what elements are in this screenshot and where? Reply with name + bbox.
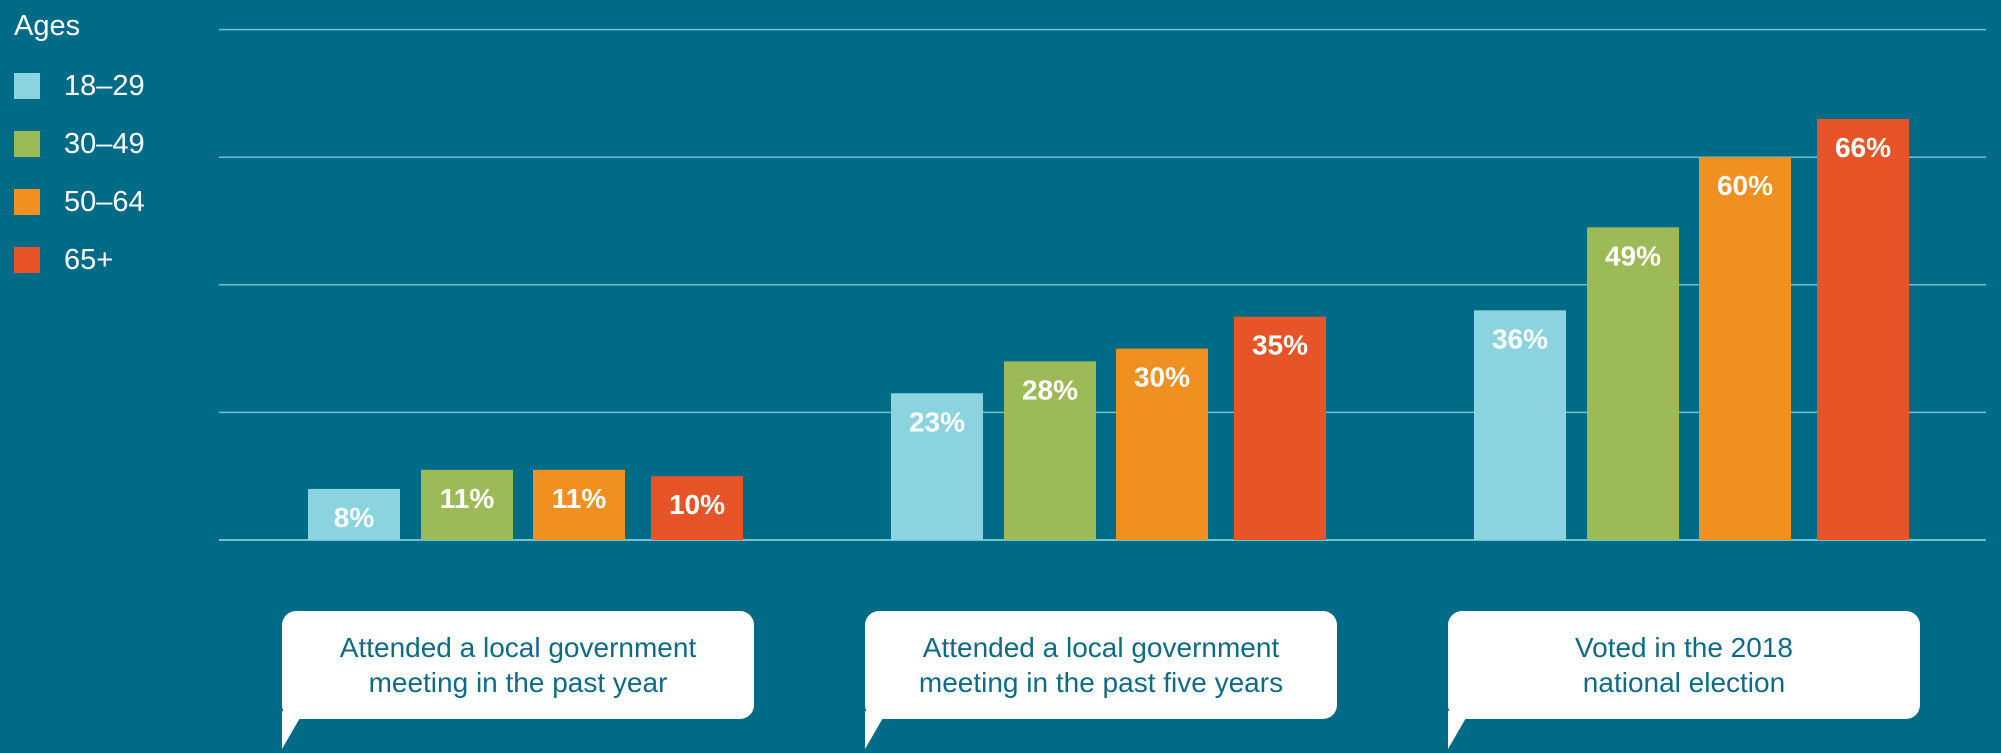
category-label: Attended a local government meeting in t…: [339, 632, 697, 698]
bar: [1474, 310, 1566, 540]
bar: [1699, 157, 1791, 540]
legend-label: 50–64: [64, 185, 145, 218]
bar-chart: 8% 11% 11% 10% 23% 28% 30% 35% 36% 49% 60% 66%: [219, 28, 1986, 541]
legend-title: Ages: [14, 10, 81, 42]
bubble-box: Attended a local government meeting in t…: [865, 611, 1337, 719]
bar-value-label: 11%: [552, 483, 607, 514]
legend-swatch: [14, 247, 40, 273]
bubble-tail: [865, 711, 887, 749]
category-label: Attended a local government meeting in t…: [918, 632, 1284, 698]
legend: Ages 18–29 30–49 50–64 65+: [14, 10, 145, 289]
legend-swatch: [14, 131, 40, 157]
legend-item: 50–64: [14, 173, 145, 231]
bar: [421, 469, 513, 540]
bar-value-label: 23%: [909, 406, 965, 437]
bar: [891, 393, 983, 540]
bubble-box: Attended a local government meeting in t…: [282, 611, 754, 719]
bar-value-label: 35%: [1252, 330, 1308, 361]
legend-label: 18–29: [64, 69, 145, 102]
bubble-tail: [282, 711, 304, 749]
category-bubble: Voted in the 2018 national election: [1448, 611, 1920, 749]
legend-item: 65+: [14, 231, 145, 289]
bubble-tail: [1448, 711, 1470, 749]
bar-value-label: 8%: [334, 502, 375, 533]
bar-value-label: 11%: [440, 483, 495, 514]
category-label: Voted in the 2018 national election: [1575, 632, 1793, 698]
bar: [1234, 316, 1326, 540]
category-bubble: Attended a local government meeting in t…: [865, 611, 1337, 749]
legend-label: 30–49: [64, 127, 145, 160]
bar-value-label: 36%: [1492, 323, 1548, 354]
bar: [1004, 361, 1096, 540]
category-bubble: Attended a local government meeting in t…: [282, 611, 754, 749]
bar: [651, 476, 743, 540]
legend-swatch: [14, 73, 40, 99]
bar-value-label: 66%: [1835, 132, 1891, 163]
bar: [308, 488, 400, 540]
legend-item: 18–29: [14, 57, 145, 115]
legend-label: 65+: [64, 243, 114, 276]
bar: [1817, 118, 1909, 541]
legend-swatch: [14, 189, 40, 215]
bar: [533, 469, 625, 540]
bar-value-label: 49%: [1605, 240, 1661, 271]
bubble-box: Voted in the 2018 national election: [1448, 611, 1920, 719]
bar: [1587, 227, 1679, 540]
bar-value-label: 60%: [1717, 170, 1773, 201]
bar-value-label: 30%: [1134, 362, 1190, 393]
bar-value-label: 28%: [1022, 374, 1078, 405]
legend-item: 30–49: [14, 115, 145, 173]
bar-value-label: 10%: [669, 489, 725, 520]
bar: [1116, 348, 1208, 540]
